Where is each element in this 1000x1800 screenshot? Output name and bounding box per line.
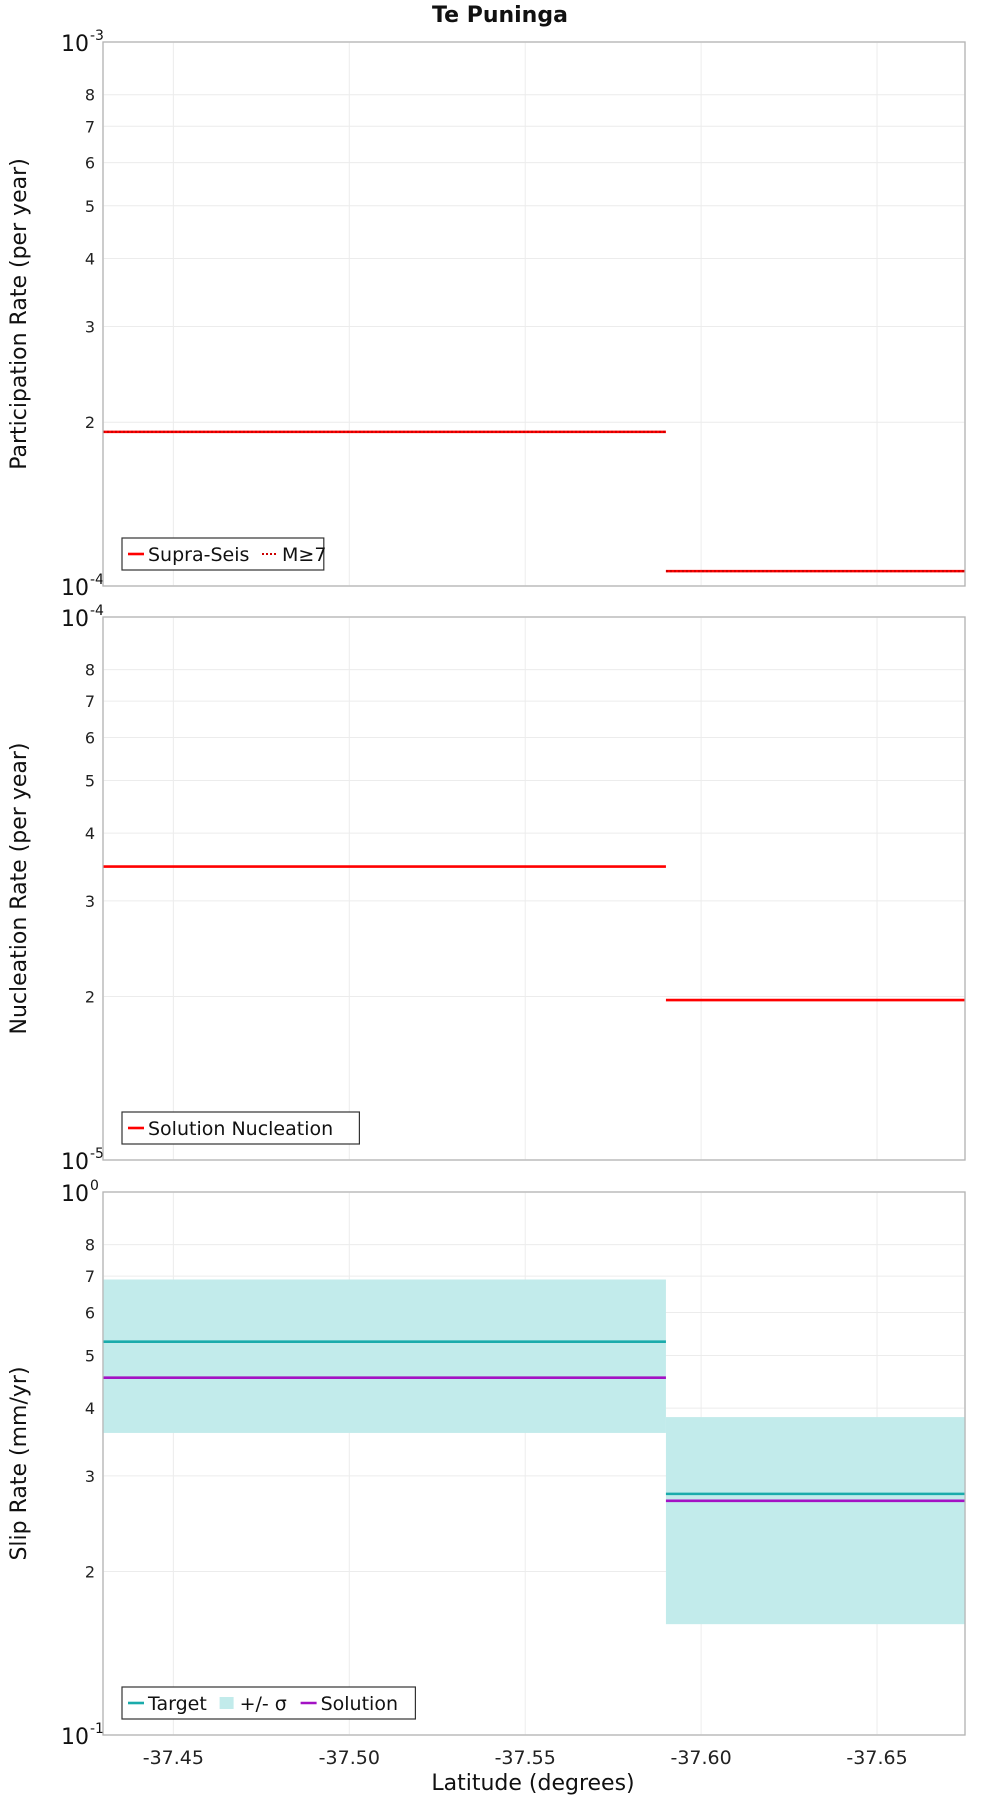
legend-swatch-band <box>219 1697 234 1709</box>
legend-label: Solution <box>321 1693 398 1715</box>
legend-label: Target <box>147 1693 207 1715</box>
y-tick-label: 2 <box>85 413 95 432</box>
legend-label: Solution Nucleation <box>148 1118 333 1140</box>
y-tick-label: 2 <box>85 1563 95 1582</box>
y-decade-exponent: -4 <box>90 603 104 619</box>
chart-title: Te Puninga <box>432 3 568 28</box>
y-tick-label: 8 <box>85 86 95 105</box>
x-tick-label: -37.55 <box>495 1747 556 1769</box>
legend-label: +/- σ <box>240 1693 287 1715</box>
y-decade-label: 10 <box>61 1182 89 1207</box>
y-tick-label: 7 <box>85 1267 95 1286</box>
y-decade-label: 10 <box>61 607 89 632</box>
y-tick-label: 3 <box>85 1467 95 1486</box>
y-decade-label: 10 <box>61 576 89 601</box>
legend-box <box>121 1686 416 1720</box>
y-tick-label: 8 <box>85 1236 95 1255</box>
y-axis-label: Slip Rate (mm/yr) <box>7 1366 32 1560</box>
legend: Target +/- σ Solution <box>121 1686 416 1720</box>
sigma-band <box>665 1417 965 1625</box>
legend: Supra-Seis M≥7 <box>121 537 326 571</box>
y-axis-label: Participation Rate (per year) <box>7 158 32 470</box>
y-tick-label: 6 <box>85 728 95 747</box>
y-decade-label: 10 <box>61 1725 89 1750</box>
plot-area <box>102 41 966 587</box>
y-tick-label: 5 <box>85 197 95 216</box>
y-tick-label: 6 <box>85 1303 95 1322</box>
x-tick-label: -37.45 <box>143 1747 204 1769</box>
y-tick-label: 3 <box>85 317 95 336</box>
y-tick-label: 5 <box>85 1346 95 1365</box>
plot-border <box>102 41 966 587</box>
legend: Solution Nucleation <box>121 1111 360 1145</box>
y-decade-exponent: -3 <box>90 28 104 44</box>
plot-border <box>102 616 966 1161</box>
y-decade-label: 10 <box>61 32 89 57</box>
legend-box <box>121 537 325 571</box>
y-tick-label: 5 <box>85 771 95 790</box>
sigma-band <box>103 1279 666 1433</box>
y-decade-exponent: -5 <box>90 1146 104 1162</box>
y-decade-exponent: -4 <box>90 572 104 588</box>
y-tick-label: 4 <box>85 249 95 268</box>
plot-border <box>102 1191 966 1736</box>
legend-box <box>121 1111 360 1145</box>
plot-area <box>102 616 966 1161</box>
y-tick-label: 8 <box>85 661 95 680</box>
y-tick-label: 2 <box>85 988 95 1007</box>
y-tick-label: 7 <box>85 117 95 136</box>
x-tick-label: -37.65 <box>846 1747 907 1769</box>
y-tick-label: 6 <box>85 154 95 173</box>
legend-label: Supra-Seis <box>148 544 249 566</box>
y-axis-label: Nucleation Rate (per year) <box>7 743 32 1035</box>
x-tick-label: -37.50 <box>319 1747 380 1769</box>
y-tick-label: 4 <box>85 824 95 843</box>
y-decade-exponent: -1 <box>90 1721 104 1737</box>
y-decade-label: 10 <box>61 1150 89 1175</box>
legend-label: M≥7 <box>282 544 326 566</box>
y-tick-label: 4 <box>85 1399 95 1418</box>
y-tick-label: 3 <box>85 892 95 911</box>
x-axis-label: Latitude (degrees) <box>431 1771 634 1796</box>
y-decade-exponent: 0 <box>90 1178 99 1194</box>
x-tick-label: -37.60 <box>670 1747 731 1769</box>
y-tick-label: 7 <box>85 692 95 711</box>
